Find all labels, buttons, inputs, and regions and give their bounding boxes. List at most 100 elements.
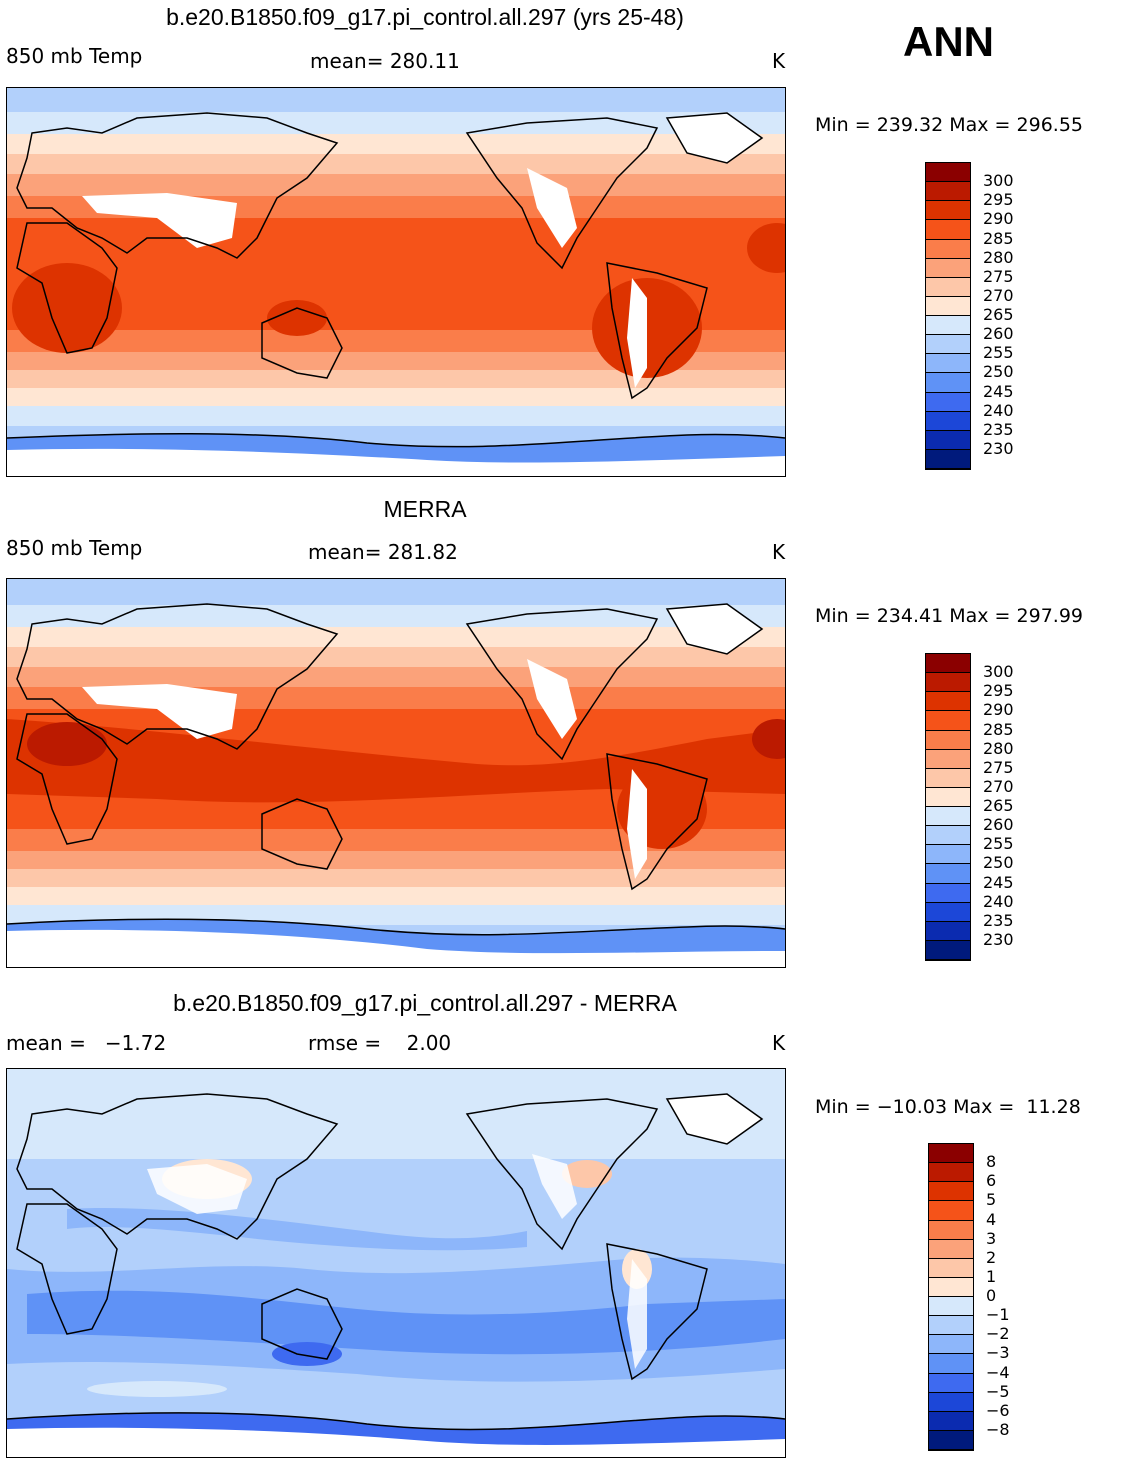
colorbar-label: 285	[983, 228, 1014, 248]
colorbar-swatch	[926, 940, 970, 960]
colorbar-swatch	[926, 354, 970, 374]
colorbar-swatch	[929, 1258, 973, 1278]
colorbar-swatch	[929, 1220, 973, 1240]
colorbar-swatch	[926, 787, 970, 807]
colorbar-swatch	[926, 711, 970, 731]
colorbar-label: 240	[983, 400, 1014, 420]
colorbar-swatch	[926, 316, 970, 336]
colorbar-label: 265	[983, 796, 1014, 815]
colorbar-label: 245	[983, 872, 1014, 892]
panel1-variable-label: 850 mb Temp	[6, 44, 143, 68]
colorbar-label: 275	[983, 757, 1014, 777]
panel3-colorbar-labels: 8 6 5 4 3 2 1 0 −1 −2 −3 −4 −5 −6 −8	[986, 1143, 1046, 1449]
colorbar-label: −4	[986, 1362, 1010, 1382]
panel2-unit-label: K	[772, 540, 786, 564]
colorbar-label: 250	[983, 362, 1014, 382]
colorbar-swatch	[926, 673, 970, 693]
colorbar-label: 255	[983, 343, 1014, 363]
colorbar-swatch	[926, 411, 970, 431]
season-label: ANN	[903, 18, 994, 65]
colorbar-swatch	[926, 258, 970, 278]
colorbar-swatch	[926, 335, 970, 355]
colorbar-label: 235	[983, 419, 1014, 439]
colorbar-swatch	[926, 373, 970, 393]
colorbar-swatch	[929, 1239, 973, 1259]
colorbar-swatch	[926, 163, 970, 183]
colorbar-label: 5	[986, 1190, 997, 1210]
panel3-minmax: Min = −10.03 Max = 11.28	[815, 1096, 1081, 1118]
colorbar-label: 260	[983, 815, 1014, 835]
colorbar-label: 2	[986, 1247, 997, 1267]
colorbar-label: 250	[983, 853, 1014, 873]
colorbar-swatch	[929, 1201, 973, 1221]
colorbar-swatch	[926, 768, 970, 788]
colorbar-label: −5	[986, 1381, 1010, 1401]
panel3-mean-label: mean = −1.72	[6, 1031, 167, 1055]
panel1-colorbar-labels: 300 295 290 285 280 275 270 265 260 255 250 245 240 2…	[983, 162, 1043, 468]
panel1-colorbar	[925, 162, 971, 470]
colorbar-swatch	[926, 430, 970, 450]
colorbar-swatch	[929, 1163, 973, 1183]
colorbar-label: 255	[983, 834, 1014, 854]
panel3-rmse-label: rmse = 2.00	[308, 1031, 452, 1055]
colorbar-label: 290	[983, 209, 1014, 229]
panel3-unit-label: K	[772, 1031, 786, 1055]
colorbar-label: 1	[986, 1266, 997, 1286]
colorbar-swatch	[926, 239, 970, 259]
colorbar-swatch	[926, 883, 970, 903]
colorbar-swatch	[929, 1430, 973, 1450]
colorbar-label: 280	[983, 738, 1014, 758]
colorbar-label: 3	[986, 1228, 997, 1248]
colorbar-swatch	[929, 1373, 973, 1393]
colorbar-label: 230	[983, 929, 1014, 949]
colorbar-label: 270	[983, 776, 1014, 796]
panel3-title: b.e20.B1850.f09_g17.pi_control.all.297 -…	[173, 990, 677, 1016]
panel2-colorbar-labels: 300 295 290 285 280 275 270 265 260 255 250 245 240 2…	[983, 653, 1043, 959]
colorbar-swatch	[926, 730, 970, 750]
panel3-colorbar	[928, 1143, 974, 1451]
colorbar-label: 6	[986, 1171, 997, 1191]
colorbar-swatch	[926, 296, 970, 316]
colorbar-swatch	[926, 277, 970, 297]
panel2-minmax: Min = 234.41 Max = 297.99	[815, 605, 1083, 627]
colorbar-swatch	[926, 449, 970, 469]
colorbar-label: 295	[983, 190, 1014, 210]
colorbar-swatch	[929, 1411, 973, 1431]
panel2-mean-label: mean= 281.82	[308, 540, 458, 564]
colorbar-label: 260	[983, 324, 1014, 344]
panel2-title: MERRA	[383, 496, 467, 522]
colorbar-label: 270	[983, 285, 1014, 305]
colorbar-label: 280	[983, 247, 1014, 267]
colorbar-swatch	[929, 1182, 973, 1202]
colorbar-label: 285	[983, 719, 1014, 739]
colorbar-label: 240	[983, 891, 1014, 911]
colorbar-swatch	[926, 201, 970, 221]
colorbar-swatch	[926, 864, 970, 884]
panel1-minmax: Min = 239.32 Max = 296.55	[815, 114, 1083, 136]
colorbar-swatch	[926, 902, 970, 922]
colorbar-swatch	[926, 654, 970, 674]
colorbar-swatch	[926, 692, 970, 712]
colorbar-swatch	[926, 845, 970, 865]
colorbar-swatch	[926, 220, 970, 240]
panel1-unit-label: K	[772, 49, 786, 73]
colorbar-label: 8	[986, 1152, 997, 1172]
panel2-colorbar	[925, 653, 971, 961]
colorbar-swatch	[926, 182, 970, 202]
colorbar-swatch	[929, 1144, 973, 1164]
colorbar-label: 230	[983, 438, 1014, 458]
colorbar-label: 275	[983, 266, 1014, 286]
colorbar-label: −8	[986, 1419, 1010, 1439]
panel2-map	[6, 578, 786, 968]
colorbar-swatch	[926, 921, 970, 941]
colorbar-swatch	[929, 1297, 973, 1317]
colorbar-swatch	[929, 1354, 973, 1374]
colorbar-label: −2	[986, 1324, 1010, 1344]
colorbar-label: 265	[983, 305, 1014, 324]
colorbar-swatch	[926, 826, 970, 846]
colorbar-label: 295	[983, 681, 1014, 701]
panel1-mean-label: mean= 280.11	[310, 49, 460, 73]
colorbar-label: 0	[986, 1286, 997, 1305]
colorbar-label: 300	[983, 662, 1014, 682]
panel3-map	[6, 1068, 786, 1458]
